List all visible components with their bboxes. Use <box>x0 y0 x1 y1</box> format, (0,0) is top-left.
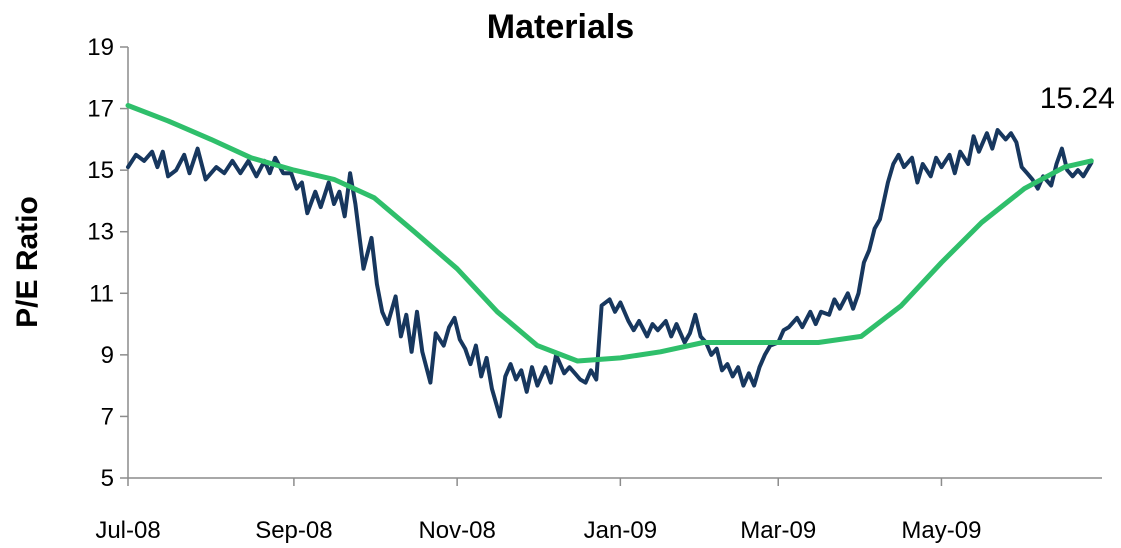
y-tick-label: 15 <box>87 157 114 184</box>
x-tick-label: Mar-09 <box>740 517 816 544</box>
y-tick-label: 9 <box>101 342 114 369</box>
pe-ratio-series-line <box>128 130 1091 416</box>
x-tick-label: Jan-09 <box>584 517 657 544</box>
x-tick-label: Nov-08 <box>418 517 495 544</box>
series-layer <box>128 106 1091 417</box>
y-tick-label: 19 <box>87 34 114 61</box>
y-tick-label: 11 <box>89 280 114 307</box>
moving-average-series-line <box>128 106 1091 362</box>
last-value-annotation: 15.24 <box>1040 82 1115 115</box>
y-tick-label: 5 <box>101 465 114 492</box>
axes: 19 17 15 13 11 9 7 5 Jul-08 Sep-08 Nov-08 Jan-09 Mar… <box>87 34 1102 544</box>
y-tick-label: 17 <box>87 96 114 123</box>
x-tick-label: Jul-08 <box>95 517 160 544</box>
y-tick-label: 13 <box>87 219 114 246</box>
y-tick-label: 7 <box>101 403 114 430</box>
x-tick-label: Sep-08 <box>255 517 332 544</box>
x-tick-label: May-09 <box>901 517 981 544</box>
